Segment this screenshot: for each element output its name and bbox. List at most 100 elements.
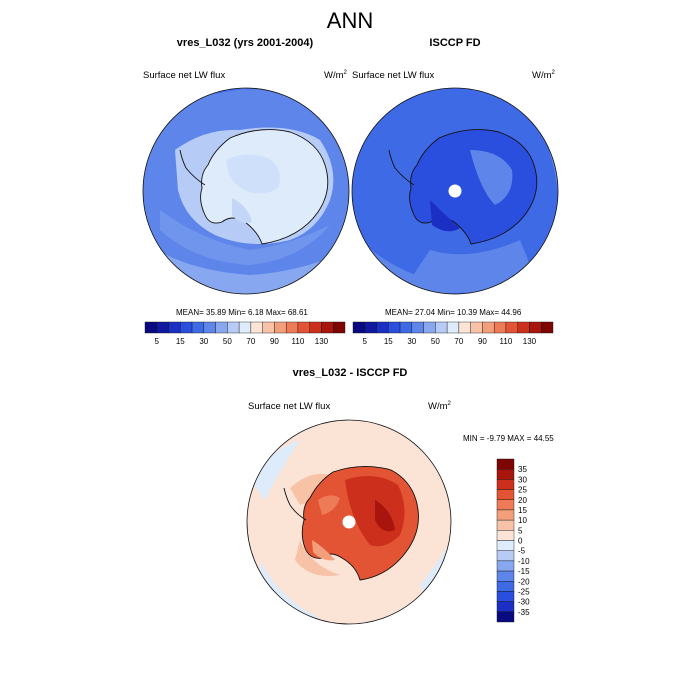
cbar2-swatch xyxy=(411,321,424,334)
panel-2-map xyxy=(351,87,559,295)
diff-cbar-tick-label: 20 xyxy=(518,496,527,505)
diff-cbar-swatch xyxy=(496,591,515,602)
pole-missing-data-2 xyxy=(448,184,462,198)
diff-cbar-tick-label: 35 xyxy=(518,465,527,474)
cbar1-tick-label: 50 xyxy=(223,337,232,346)
diff-cbar-tick-label: 25 xyxy=(518,486,527,495)
cbar2-swatch xyxy=(352,321,365,334)
panel-2-units-label: W/m2 xyxy=(532,70,555,82)
diff-cbar-tick-label: -35 xyxy=(518,608,530,617)
diff-panel-units-label: W/m2 xyxy=(428,401,451,413)
cbar1-swatch xyxy=(156,321,169,334)
cbar2-swatch xyxy=(458,321,471,334)
cbar2-tick-label: 90 xyxy=(478,337,487,346)
panel-1-title: vres_L032 (yrs 2001-2004) xyxy=(176,37,314,49)
cbar2-swatch xyxy=(517,321,530,334)
antarctic-peninsula-2 xyxy=(388,149,415,186)
panel-1-stats: MEAN= 35.89 Min= 6.18 Max= 68.61 xyxy=(176,308,308,317)
panel-1-units-label: W/m2 xyxy=(324,70,347,82)
cbar2-swatch xyxy=(388,321,401,334)
cbar2-swatch xyxy=(505,321,518,334)
cbar1-tick-label: 130 xyxy=(315,337,329,346)
panel-2-stats: MEAN= 27.04 Min= 10.39 Max= 44.96 xyxy=(385,308,522,317)
cbar2-swatch xyxy=(423,321,436,334)
antarctic-peninsula-3 xyxy=(283,487,307,521)
cbar2-swatch xyxy=(364,321,377,334)
cbar1-tick-label: 5 xyxy=(155,337,160,346)
diff-cbar-swatch xyxy=(496,560,515,572)
cbar1-swatch xyxy=(297,321,310,334)
cbar2-swatch xyxy=(399,321,413,334)
panel-1-map xyxy=(142,87,350,295)
diff-cbar-swatch xyxy=(496,509,515,521)
cbar1-tick-label: 110 xyxy=(292,337,305,346)
diff-cbar-tick-label: 15 xyxy=(518,506,527,515)
cbar2-swatch xyxy=(493,321,507,334)
cbar1-tick-label: 90 xyxy=(270,337,279,346)
diff-panel-map xyxy=(246,419,452,625)
cbar1-swatch xyxy=(168,321,181,334)
cbar1-swatch xyxy=(238,321,252,334)
cbar1-tick-label: 70 xyxy=(246,337,255,346)
diff-panel-variable-label: Surface net LW flux xyxy=(248,401,331,412)
panel-2-colorbar: 5 15 30 50 70 90 110 130 xyxy=(352,321,554,346)
diff-cbar-swatch xyxy=(496,519,515,531)
diff-cbar-swatch xyxy=(496,550,515,562)
diff-cbar-tick-label: -10 xyxy=(518,557,530,566)
diff-cbar-swatch xyxy=(496,489,515,500)
diff-cbar-swatch xyxy=(496,479,515,490)
cbar1-swatch xyxy=(203,321,216,334)
diff-cbar-swatch xyxy=(496,601,515,613)
panel-1-colorbar: 5 15 30 50 70 90 110 130 xyxy=(144,321,346,346)
diff-cbar-swatch xyxy=(496,458,515,470)
diff-cbar-tick-label: -30 xyxy=(518,598,530,607)
diff-cbar-tick-label: 0 xyxy=(518,537,523,546)
cbar2-swatch xyxy=(482,321,495,334)
cbar2-tick-label: 110 xyxy=(500,337,513,346)
figure-title: ANN xyxy=(326,8,374,33)
cbar1-tick-label: 30 xyxy=(199,337,208,346)
cbar2-tick-label: 50 xyxy=(431,337,440,346)
diff-cbar-swatch xyxy=(496,530,515,541)
diff-cbar-tick-label: 10 xyxy=(518,516,527,525)
diff-cbar-tick-label: -15 xyxy=(518,567,530,576)
cbar2-tick-label: 30 xyxy=(407,337,416,346)
cbar1-swatch xyxy=(144,321,157,334)
diff-cbar-tick-label: -20 xyxy=(518,577,530,586)
diff-panel-title: vres_L032 - ISCCP FD xyxy=(292,367,408,379)
diff-panel-stats: MIN = -9.79 MAX = 44.55 xyxy=(463,434,554,443)
cbar1-swatch xyxy=(285,321,299,334)
cbar1-swatch xyxy=(215,321,228,334)
cbar1-swatch xyxy=(227,321,240,334)
cbar2-tick-label: 130 xyxy=(523,337,537,346)
diff-cbar-swatch xyxy=(496,581,515,592)
cbar1-swatch xyxy=(191,321,205,334)
panel-2-variable-label: Surface net LW flux xyxy=(352,70,435,81)
cbar2-tick-label: 15 xyxy=(384,337,393,346)
cbar2-tick-label: 70 xyxy=(454,337,463,346)
cbar1-swatch xyxy=(309,321,322,334)
panel-1-variable-label: Surface net LW flux xyxy=(143,70,226,81)
cbar2-swatch xyxy=(541,321,554,334)
pole-missing-data-3 xyxy=(342,515,356,529)
cbar1-tick-label: 15 xyxy=(176,337,185,346)
cbar2-swatch xyxy=(529,321,542,334)
diff-cbar-swatch xyxy=(496,540,515,551)
cbar1-swatch xyxy=(274,321,287,334)
panel-2-title: ISCCP FD xyxy=(429,37,481,49)
diff-cbar-swatch xyxy=(496,570,515,582)
cbar2-swatch xyxy=(470,321,483,334)
antarctic-peninsula-1 xyxy=(179,149,206,186)
cbar2-tick-label: 5 xyxy=(363,337,368,346)
cbar2-swatch xyxy=(446,321,460,334)
diff-cbar-tick-label: 5 xyxy=(518,526,523,535)
diff-cbar-tick-label: 30 xyxy=(518,475,527,484)
diff-cbar-swatch xyxy=(496,468,515,480)
cbar1-swatch xyxy=(321,321,334,334)
cbar1-swatch xyxy=(262,321,275,334)
cbar1-swatch xyxy=(250,321,263,334)
diff-cbar-tick-label: -25 xyxy=(518,587,530,596)
cbar1-swatch xyxy=(180,321,193,334)
